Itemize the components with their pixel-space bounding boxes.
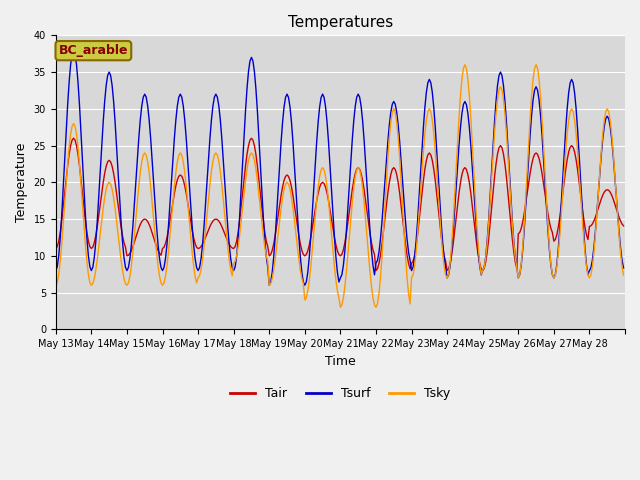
Tsky: [620, 272, 627, 278]
Tair: [618, 221, 626, 227]
Tsurf: [460, 102, 467, 108]
Tsky: [618, 264, 626, 269]
Line: Tsky: Tsky: [56, 65, 623, 307]
Tair: [346, 209, 353, 215]
Tsurf: [52, 268, 60, 274]
Tsurf: [620, 265, 627, 271]
Tair: [90, 240, 98, 245]
Tair: [52, 246, 60, 252]
Tsky: [52, 282, 60, 288]
Tsky: [461, 62, 468, 68]
Tair: [460, 167, 467, 172]
Tsurf: [544, 227, 552, 233]
Tsky: [89, 281, 97, 287]
X-axis label: Time: Time: [325, 355, 356, 368]
Tsurf: [90, 254, 98, 260]
Text: BC_arable: BC_arable: [59, 44, 128, 57]
Tsky: [544, 222, 552, 228]
Tsky: [346, 235, 353, 240]
Legend: Tair, Tsurf, Tsky: Tair, Tsurf, Tsky: [225, 383, 456, 406]
Title: Temperatures: Temperatures: [288, 15, 393, 30]
Tair: [372, 268, 380, 274]
Line: Tair: Tair: [56, 138, 623, 271]
Tair: [70, 135, 77, 141]
Tsurf: [618, 257, 626, 263]
Tsurf: [73, 62, 81, 68]
Tsky: [337, 304, 344, 310]
Line: Tsurf: Tsurf: [56, 50, 623, 285]
Tsurf: [347, 159, 355, 165]
Tsurf: [70, 47, 77, 53]
Tsky: [71, 123, 79, 129]
Tair: [544, 211, 552, 216]
Tsurf: [266, 282, 273, 288]
Tsky: [458, 76, 466, 82]
Tair: [73, 143, 81, 148]
Tair: [620, 223, 627, 228]
Y-axis label: Temperature: Temperature: [15, 143, 28, 222]
